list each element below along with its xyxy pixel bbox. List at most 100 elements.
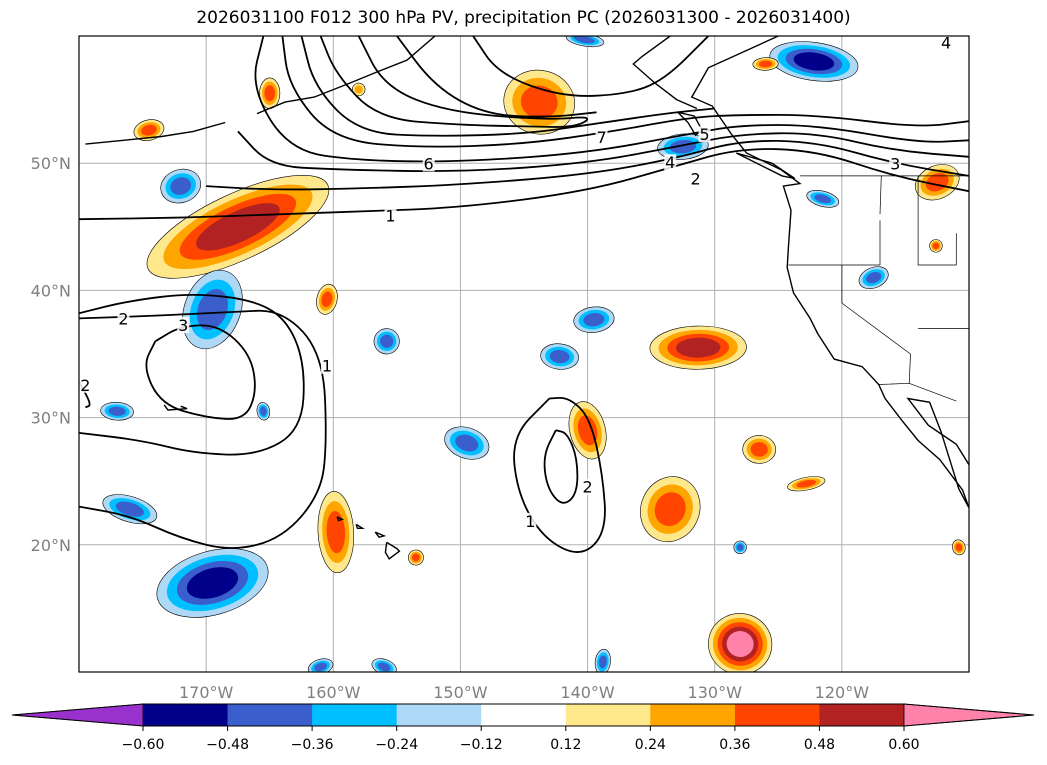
state-border xyxy=(788,220,881,266)
colorbar-segment xyxy=(227,704,313,726)
state-border xyxy=(878,382,957,402)
precip-patch xyxy=(769,41,859,82)
precip-level xyxy=(750,442,768,457)
pv-contour xyxy=(79,148,969,221)
axis-tick-labels: 170°W 160°W 150°W 140°W 130°W 120°W 50°N 40°N 30… xyxy=(31,154,870,702)
contour-label-bg xyxy=(889,155,902,172)
precip-level xyxy=(736,544,744,551)
precip-level xyxy=(793,52,835,71)
precip-patch xyxy=(256,402,271,421)
contour-label: 1 xyxy=(385,207,395,226)
pv-contour-lines xyxy=(79,36,969,553)
colorbar: −0.60 −0.48 −0.36 −0.24 −0.12 0.12 0.24 0.36 0.4… xyxy=(11,703,1035,753)
precip-level xyxy=(321,291,333,308)
contour-label: 6 xyxy=(424,154,434,173)
pv-contour xyxy=(254,36,969,163)
precip-patch xyxy=(733,540,747,555)
colorbar-segment xyxy=(819,704,905,726)
contour-label: 7 xyxy=(596,128,606,147)
precip-level xyxy=(520,85,558,119)
pv-contour xyxy=(513,396,606,553)
colorbar-segment xyxy=(565,704,651,726)
lon-tick-label: 140°W xyxy=(560,683,615,702)
lon-tick-label: 160°W xyxy=(306,683,361,702)
lat-tick-label: 20°N xyxy=(31,536,71,555)
contour-label-bg xyxy=(940,34,953,51)
pv-contour xyxy=(206,139,969,191)
coastline xyxy=(384,541,401,560)
precip-patch xyxy=(929,239,943,253)
contour-label: 3 xyxy=(178,316,188,335)
precip-level xyxy=(411,553,420,562)
coastline xyxy=(735,152,796,180)
precip-level xyxy=(726,631,754,657)
colorbar-segment xyxy=(143,704,229,726)
colorbar-label: 0.60 xyxy=(888,737,919,753)
colorbar-label: −0.24 xyxy=(375,737,418,753)
coastline xyxy=(256,36,436,115)
contour-label-bg xyxy=(664,154,677,171)
precip-patch xyxy=(133,119,165,141)
precip-patch xyxy=(914,164,960,201)
precip-level xyxy=(583,312,605,327)
pv-contour xyxy=(396,36,597,118)
precip-patch xyxy=(444,426,490,460)
contour-label: 2 xyxy=(118,310,128,329)
contour-label-bg xyxy=(581,478,594,495)
precip-patch xyxy=(371,658,397,672)
precip-level xyxy=(141,124,157,136)
precip-level xyxy=(377,662,391,672)
colorbar-segment xyxy=(396,704,482,726)
pv-contour xyxy=(300,36,715,137)
precip-level xyxy=(380,334,394,348)
contour-label-bg xyxy=(320,357,333,374)
contour-label: 1 xyxy=(525,512,535,531)
coastline xyxy=(690,36,969,509)
coastline xyxy=(374,531,387,538)
precip-level xyxy=(455,434,479,452)
precip-level xyxy=(575,36,595,44)
colorbar-label: −0.48 xyxy=(206,737,249,753)
colorbar-label: 0.48 xyxy=(804,737,835,753)
precip-patch xyxy=(182,269,243,350)
contour-label-bg xyxy=(689,170,702,187)
precip-level xyxy=(264,85,276,102)
precip-patch xyxy=(407,549,424,566)
precip-level xyxy=(115,501,144,517)
chart-title: 2026031100 F012 300 hPa PV, precipitatio… xyxy=(196,8,851,28)
pv-contour xyxy=(281,36,969,148)
precip-patch xyxy=(156,548,269,618)
colorbar-segment xyxy=(650,704,736,726)
precip-level xyxy=(598,655,607,669)
precip-level xyxy=(260,406,267,416)
contour-label: 2 xyxy=(80,376,90,395)
pv-contour xyxy=(472,36,710,97)
colorbar-segment xyxy=(312,704,398,726)
contour-label: 1 xyxy=(322,357,332,376)
pv-contour xyxy=(543,429,579,504)
contour-label-bg xyxy=(117,310,130,327)
precip-level xyxy=(314,662,327,672)
precip-patch xyxy=(540,343,579,370)
precip-level xyxy=(955,543,963,552)
precip-patch xyxy=(952,539,966,556)
precip-patch xyxy=(787,476,826,492)
colorbar-segment xyxy=(734,704,820,726)
colorbar-label: 0.36 xyxy=(719,737,750,753)
precip-patch xyxy=(102,494,158,525)
precip-patch xyxy=(316,283,338,315)
colorbar-extend-high xyxy=(903,703,1035,727)
lon-tick-label: 130°W xyxy=(688,683,743,702)
precip-level xyxy=(758,60,773,68)
contour-label-bg xyxy=(698,126,711,143)
state-border xyxy=(879,175,882,215)
precip-level xyxy=(108,406,126,416)
coastline xyxy=(632,36,698,110)
lon-tick-label: 170°W xyxy=(179,683,234,702)
contour-label: 2 xyxy=(691,170,701,189)
precip-level xyxy=(196,289,229,330)
colorbar-segment xyxy=(481,704,567,726)
precip-patch xyxy=(708,613,773,672)
precip-patch xyxy=(317,491,355,574)
